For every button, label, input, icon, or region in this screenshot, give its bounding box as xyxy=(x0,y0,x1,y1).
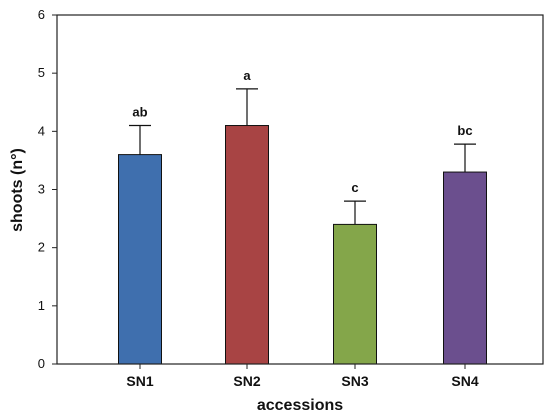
y-tick-label: 0 xyxy=(38,356,45,371)
y-tick-label: 5 xyxy=(38,65,45,80)
x-axis: SN1 SN2 SN3 SN4 xyxy=(126,364,479,389)
y-tick-label: 1 xyxy=(38,298,45,313)
category-label-sn4: SN4 xyxy=(451,373,478,389)
y-axis: 0 1 2 3 4 5 6 xyxy=(38,7,57,371)
bar-sn1 xyxy=(118,154,162,365)
plot-frame xyxy=(56,14,544,365)
y-axis-title: shoots (n°) xyxy=(9,148,26,232)
error-bars xyxy=(129,88,476,225)
bars xyxy=(118,125,487,365)
y-tick-label: 4 xyxy=(38,123,45,138)
bar-sn4 xyxy=(443,171,487,365)
y-tick-label: 3 xyxy=(38,182,45,197)
bar-sn2 xyxy=(225,125,269,365)
bar-sn3 xyxy=(333,223,377,365)
x-axis-title: accessions xyxy=(257,397,343,414)
y-tick-label: 6 xyxy=(38,7,45,22)
category-label-sn2: SN2 xyxy=(233,373,260,389)
significance-letter-sn2: a xyxy=(243,68,251,83)
significance-letter-sn1: ab xyxy=(132,105,147,120)
category-label-sn3: SN3 xyxy=(341,373,368,389)
category-label-sn1: SN1 xyxy=(126,373,153,389)
significance-letter-sn4: bc xyxy=(457,123,472,138)
y-tick-label: 2 xyxy=(38,240,45,255)
significance-letters: ab a c bc xyxy=(132,68,472,195)
significance-letter-sn3: c xyxy=(351,180,358,195)
